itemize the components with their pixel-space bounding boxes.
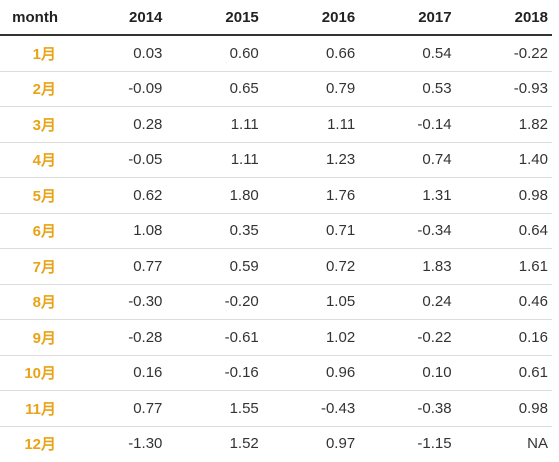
month-label: 1月: [0, 35, 70, 72]
value-cell: -0.14: [359, 106, 456, 143]
value-cell: 1.55: [166, 390, 263, 427]
month-label: 4月: [0, 142, 70, 178]
column-header-year: 2018: [455, 0, 552, 36]
value-cell: 0.66: [262, 35, 360, 72]
value-cell: 1.11: [262, 106, 360, 143]
value-cell: 1.40: [455, 142, 552, 178]
value-cell: 0.98: [455, 177, 552, 214]
table-body: 1月 0.03 0.60 0.66 0.54 -0.22 2月 -0.09 0.65 0.79 0.…: [0, 35, 552, 461]
column-header-month: month: [0, 0, 70, 36]
value-cell: 0.65: [166, 71, 263, 107]
table-row: 5月 0.62 1.80 1.76 1.31 0.98: [0, 177, 552, 214]
value-cell: -1.30: [128, 435, 163, 453]
table-row: 3月 0.28 1.11 1.11 -0.14 1.82: [0, 106, 552, 143]
table-row: 11月 0.77 1.55 -0.43 -0.38 0.98: [0, 390, 552, 427]
value-cell: 1.08: [70, 213, 167, 249]
value-cell: 1.02: [262, 319, 360, 356]
column-header-year: 2015: [166, 0, 263, 36]
table-row: 10月 0.16 -0.16 0.96 0.10 0.61: [0, 355, 552, 391]
value-cell: 0.71: [262, 213, 360, 249]
month-label: 7月: [0, 248, 70, 285]
value-cell: -0.93: [455, 71, 552, 107]
value-cell: -0.30: [70, 284, 167, 320]
table-row: 6月 1.08 0.35 0.71 -0.34 0.64: [0, 213, 552, 249]
value-cell: -0.38: [359, 390, 456, 427]
value-cell: 0.59: [166, 248, 263, 285]
value-cell: -0.05: [70, 142, 167, 178]
value-cell: 1.82: [455, 106, 552, 143]
month-label: 6月: [0, 213, 70, 249]
value-cell: 0.03: [70, 35, 167, 72]
table-row: 8月 -0.30 -0.20 1.05 0.24 0.46: [0, 284, 552, 320]
value-cell: 1.11: [166, 106, 263, 143]
value-cell: 1.61: [455, 248, 552, 285]
value-cell: 1.76: [262, 177, 360, 214]
table-header: month 2014 2015 2016 2017 2018: [0, 0, 552, 36]
value-cell: 0.16: [70, 355, 167, 391]
value-cell: 1.52: [229, 435, 259, 453]
table-row: 4月 -0.05 1.11 1.23 0.74 1.40: [0, 142, 552, 178]
month-label: 11月: [0, 390, 70, 427]
value-cell: 0.72: [262, 248, 360, 285]
value-cell: -0.09: [70, 71, 167, 107]
column-header-year: 2014: [70, 0, 167, 36]
month-label: 8月: [0, 284, 70, 320]
value-cell: 1.23: [262, 142, 360, 178]
value-cell: 0.16: [455, 319, 552, 356]
value-cell: -0.28: [70, 319, 167, 356]
value-cell: 0.96: [262, 355, 360, 391]
value-cell: 1.05: [262, 284, 360, 320]
value-cell: -1.15: [417, 435, 452, 453]
value-cell: 1.80: [166, 177, 263, 214]
value-cell: 0.61: [455, 355, 552, 391]
value-cell: 0.54: [359, 35, 456, 72]
month-label: 2月: [0, 71, 70, 107]
value-cell: NA: [527, 435, 548, 453]
month-label: 5月: [0, 177, 70, 214]
value-cell: 0.98: [455, 390, 552, 427]
column-header-year: 2017: [359, 0, 456, 36]
value-cell: -0.20: [166, 284, 263, 320]
value-cell: 1.11: [166, 142, 263, 178]
column-header-year: 2016: [262, 0, 360, 36]
month-label: 3月: [0, 106, 70, 143]
table-row: 12月 -1.30 1.52 0.97 -1.15 NA: [0, 426, 552, 461]
month-label: 12月: [24, 436, 56, 454]
value-cell: 0.60: [166, 35, 263, 72]
value-cell: 0.79: [262, 71, 360, 107]
value-cell: 0.77: [70, 390, 167, 427]
table-row: 2月 -0.09 0.65 0.79 0.53 -0.93: [0, 71, 552, 107]
value-cell: 0.35: [166, 213, 263, 249]
value-cell: -0.22: [359, 319, 456, 356]
month-label: 10月: [0, 355, 70, 391]
value-cell: 0.10: [359, 355, 456, 391]
value-cell: -0.34: [359, 213, 456, 249]
table-row: 1月 0.03 0.60 0.66 0.54 -0.22: [0, 35, 552, 72]
value-cell: 0.77: [70, 248, 167, 285]
value-cell: 1.83: [359, 248, 456, 285]
table-row: 9月 -0.28 -0.61 1.02 -0.22 0.16: [0, 319, 552, 356]
value-cell: 0.28: [70, 106, 167, 143]
value-cell: 0.24: [359, 284, 456, 320]
value-cell: -0.16: [166, 355, 263, 391]
value-cell: 0.46: [455, 284, 552, 320]
value-cell: -0.43: [262, 390, 360, 427]
header-row: month 2014 2015 2016 2017 2018: [0, 0, 552, 36]
value-cell: -0.22: [455, 35, 552, 72]
table-row: 7月 0.77 0.59 0.72 1.83 1.61: [0, 248, 552, 285]
value-cell: 0.64: [455, 213, 552, 249]
value-cell: 1.31: [359, 177, 456, 214]
value-cell: 0.97: [325, 435, 356, 453]
value-cell: 0.74: [359, 142, 456, 178]
value-cell: -0.61: [166, 319, 263, 356]
value-cell: 0.62: [70, 177, 167, 214]
value-cell: 0.53: [359, 71, 456, 107]
month-label: 9月: [0, 319, 70, 356]
